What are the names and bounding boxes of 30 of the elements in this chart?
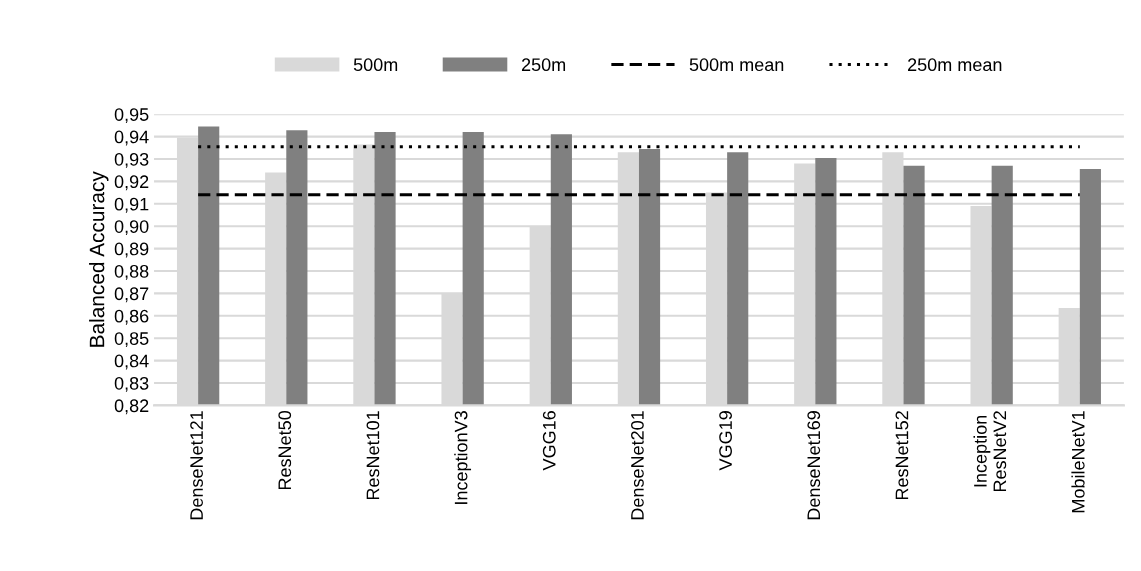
y-tick-label: 0,88 [114, 264, 149, 280]
x-tick-label: DenseNet169 [807, 411, 821, 520]
x-tick-label: VGG16 [542, 411, 556, 471]
y-tick-label: 0,87 [114, 287, 149, 303]
legend-label: 500m mean [689, 58, 784, 72]
y-tick-label: 0,95 [114, 108, 149, 124]
y-tick-label: 0,83 [114, 376, 149, 392]
x-tick-label: MobileNetV1 [1071, 411, 1085, 513]
x-tick-label: ResNet101 [366, 411, 380, 500]
y-tick-label: 0,85 [114, 332, 149, 348]
y-axis-title: Balanced Accuracy [89, 171, 109, 347]
x-tick-label: VGG19 [719, 411, 732, 471]
x-tick-label: ResNet152 [895, 411, 909, 500]
x-tick-label: ResNet50 [278, 410, 292, 490]
y-tick-label: 0,90 [114, 220, 149, 236]
y-tick-label: 0,91 [114, 197, 149, 213]
y-tick-label: 0,92 [114, 175, 149, 191]
y-tick-label: 0,82 [114, 399, 149, 415]
x-tick-label: DenseNet201 [631, 411, 644, 520]
x-tick-label: InceptionV3 [454, 411, 472, 504]
y-tick-label: 0,94 [114, 130, 149, 146]
x-tick-label: DenseNet121 [190, 411, 203, 520]
y-tick-label: 0,89 [114, 242, 149, 258]
legend-label: 500m [353, 58, 398, 72]
legend-label: 250m [521, 58, 566, 72]
y-tick-label: 0,86 [114, 309, 149, 325]
y-tick-label: 0,84 [114, 354, 149, 370]
legend-label: 250m mean [908, 58, 1002, 72]
x-tick-label: Inception ResNetV2 [973, 411, 1007, 492]
y-tick-label: 0,93 [114, 152, 149, 168]
